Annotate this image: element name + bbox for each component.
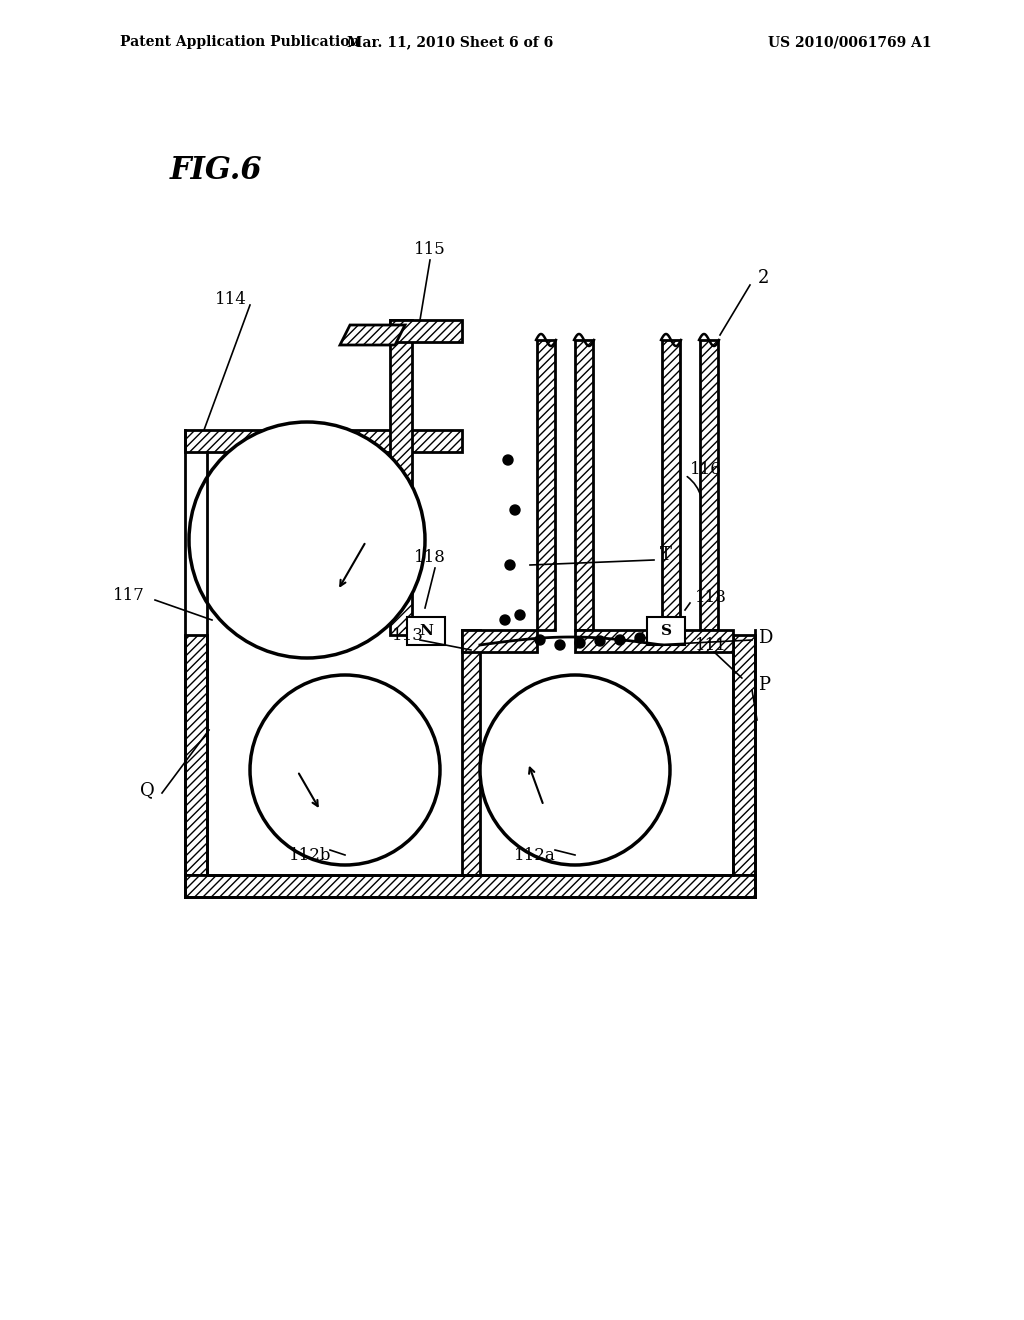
Text: N: N: [419, 624, 433, 638]
Bar: [185, 875, 755, 898]
Text: S: S: [660, 624, 672, 638]
Text: 113: 113: [392, 627, 424, 644]
Text: 112b: 112b: [289, 846, 331, 863]
Circle shape: [510, 506, 520, 515]
Bar: [537, 341, 555, 630]
Circle shape: [535, 635, 545, 645]
Bar: [390, 319, 412, 635]
Text: 117: 117: [113, 586, 145, 603]
Bar: [647, 616, 685, 645]
Bar: [662, 341, 680, 630]
Bar: [733, 635, 755, 875]
Polygon shape: [340, 325, 406, 345]
Circle shape: [480, 675, 670, 865]
Text: Mar. 11, 2010 Sheet 6 of 6: Mar. 11, 2010 Sheet 6 of 6: [347, 36, 553, 49]
Circle shape: [250, 675, 440, 865]
Text: 118: 118: [695, 590, 727, 606]
Circle shape: [595, 636, 605, 645]
Bar: [407, 616, 445, 645]
Text: US 2010/0061769 A1: US 2010/0061769 A1: [768, 36, 932, 49]
Text: 118: 118: [414, 549, 445, 566]
Circle shape: [575, 638, 585, 648]
Text: Q: Q: [140, 781, 155, 799]
Circle shape: [515, 610, 525, 620]
Bar: [575, 341, 593, 630]
Text: 112a: 112a: [514, 846, 556, 863]
Circle shape: [555, 640, 565, 649]
Text: 116: 116: [690, 462, 722, 479]
Bar: [575, 630, 733, 652]
Text: D: D: [758, 630, 772, 647]
Circle shape: [500, 615, 510, 624]
Text: 114: 114: [215, 292, 247, 309]
Bar: [462, 630, 537, 652]
Bar: [700, 341, 718, 630]
Text: P: P: [758, 676, 770, 694]
Text: 115: 115: [414, 242, 445, 259]
Circle shape: [635, 634, 645, 643]
Text: 111: 111: [695, 636, 727, 653]
Circle shape: [615, 635, 625, 645]
Circle shape: [503, 455, 513, 465]
Bar: [390, 319, 462, 342]
Bar: [185, 430, 462, 451]
Text: T: T: [660, 546, 672, 564]
Circle shape: [189, 422, 425, 657]
Circle shape: [505, 560, 515, 570]
Bar: [462, 630, 480, 875]
Text: 2: 2: [758, 269, 769, 286]
Text: FIG.6: FIG.6: [170, 154, 262, 186]
Text: Patent Application Publication: Patent Application Publication: [120, 36, 359, 49]
Bar: [185, 635, 207, 875]
